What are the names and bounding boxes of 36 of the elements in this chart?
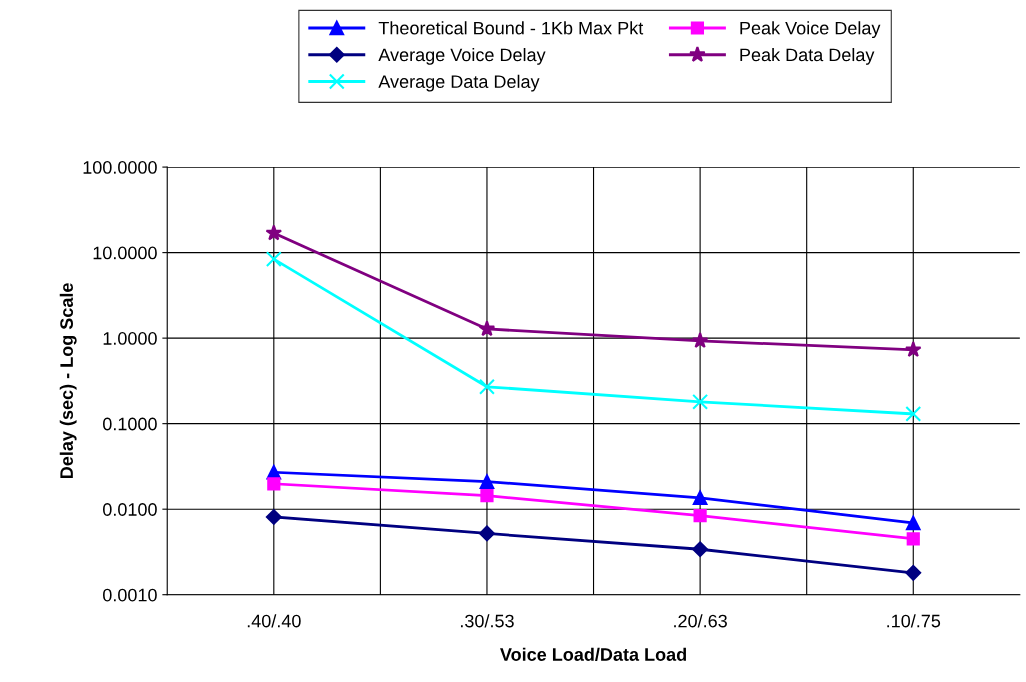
point [905, 405, 922, 422]
point [692, 393, 709, 410]
y-tick-label: 10.0000 [93, 246, 157, 260]
point [905, 515, 921, 531]
point [478, 320, 496, 337]
point [265, 509, 282, 525]
x-tick-label: .20/.63 [674, 614, 727, 628]
y-tick-label: 100.0000 [83, 161, 157, 174]
y-axis-title: Delay (sec) - Log Scale [59, 283, 77, 479]
legend-label: Peak Voice Delay [740, 21, 881, 39]
x-tick-label: .30/.53 [461, 614, 514, 628]
point [693, 509, 707, 523]
point [265, 224, 283, 241]
point [480, 489, 494, 503]
y-tick-label: 1.0000 [103, 332, 157, 345]
point [905, 564, 922, 581]
point [479, 525, 495, 542]
y-tick-label: 0.0010 [103, 588, 157, 602]
point [265, 251, 282, 268]
y-tick-label: 0.1000 [103, 417, 157, 431]
y-tick-label: 0.0100 [103, 503, 157, 516]
point [904, 341, 922, 358]
x-axis-title: Voice Load/Data Load [500, 647, 686, 662]
point [267, 477, 281, 491]
legend-label: Average Data Delay [378, 74, 540, 92]
x-tick-label: .10/.75 [887, 614, 941, 628]
point [692, 490, 708, 506]
point [906, 532, 920, 546]
point [691, 332, 709, 349]
point [478, 378, 495, 395]
legend-label: Theoretical Bound - 1Kb Max Pkt [378, 21, 644, 35]
x-tick-label: .40/.40 [247, 614, 301, 628]
point [479, 474, 495, 489]
point [692, 541, 709, 558]
legend-label: Peak Data Delay [740, 47, 875, 65]
legend-label: Average Voice Delay [378, 47, 546, 65]
